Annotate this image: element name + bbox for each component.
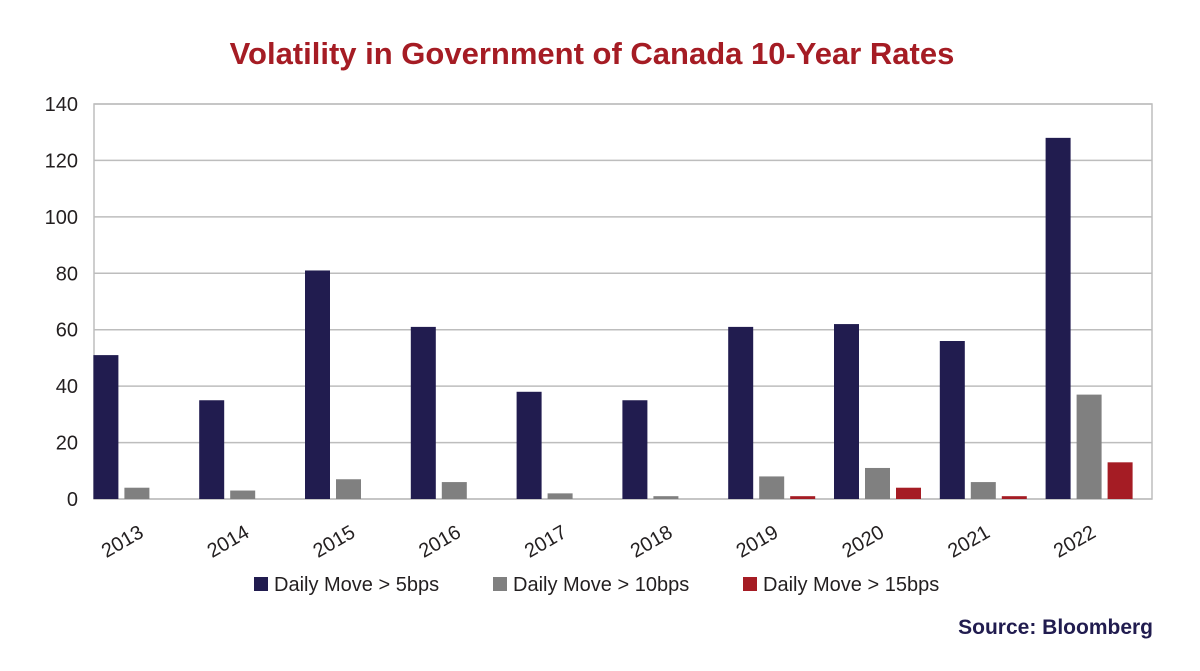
x-tick-label: 2014 (204, 521, 254, 562)
x-tick-label: 2019 (733, 521, 783, 562)
bar (1045, 137, 1071, 499)
bar (547, 493, 573, 499)
legend: Daily Move > 5bps Daily Move > 10bps Daily… (254, 574, 939, 596)
x-tick-label: 2017 (521, 521, 571, 562)
bar (516, 391, 542, 499)
y-tick-label: 120 (45, 150, 78, 172)
bar (93, 355, 119, 499)
x-tick-label: 2018 (627, 521, 677, 562)
x-tick-label: 2021 (944, 521, 994, 562)
bar (834, 324, 859, 499)
bar (410, 326, 436, 499)
x-tick-label: 2022 (1050, 521, 1100, 562)
bar (970, 482, 996, 499)
chart-title: Volatility in Government of Canada 10-Ye… (230, 36, 955, 71)
bar (199, 400, 225, 499)
x-tick-label: 2015 (309, 521, 359, 562)
bar (230, 490, 256, 499)
gridlines (93, 103, 1153, 500)
legend-swatch (254, 577, 268, 591)
bar (1076, 394, 1102, 499)
legend-swatch (493, 577, 507, 591)
bar (305, 270, 330, 499)
bar (653, 496, 679, 499)
y-axis-ticks: 0 20 40 60 80 100 120 140 (45, 94, 78, 511)
x-tick-label: 2013 (98, 521, 148, 562)
source-note: Source: Bloomberg (958, 616, 1153, 639)
bar (728, 326, 754, 499)
legend-label: Daily Move > 10bps (513, 574, 689, 596)
bar (896, 487, 921, 499)
x-tick-label: 2016 (415, 521, 465, 562)
bar (622, 400, 648, 499)
legend-swatch (743, 577, 757, 591)
y-tick-label: 0 (67, 489, 78, 511)
legend-label: Daily Move > 15bps (763, 574, 939, 596)
bars (93, 137, 1133, 499)
y-tick-label: 80 (56, 263, 78, 285)
y-tick-label: 100 (45, 207, 78, 229)
y-tick-label: 140 (45, 94, 78, 116)
bar (336, 479, 361, 499)
bar (790, 496, 816, 499)
bar (759, 476, 785, 499)
bar (124, 487, 150, 499)
legend-label: Daily Move > 5bps (274, 574, 439, 596)
bar (865, 467, 890, 499)
y-tick-label: 40 (56, 376, 78, 398)
bar (939, 341, 965, 499)
x-axis-ticks: 2013 2014 2015 2016 2017 2018 2019 2020 2021 2022 (98, 521, 1100, 562)
bar (441, 482, 467, 499)
y-tick-label: 20 (56, 433, 78, 455)
bar (1001, 496, 1027, 499)
x-tick-label: 2020 (838, 521, 888, 562)
y-tick-label: 60 (56, 320, 78, 342)
bar (1107, 462, 1133, 499)
